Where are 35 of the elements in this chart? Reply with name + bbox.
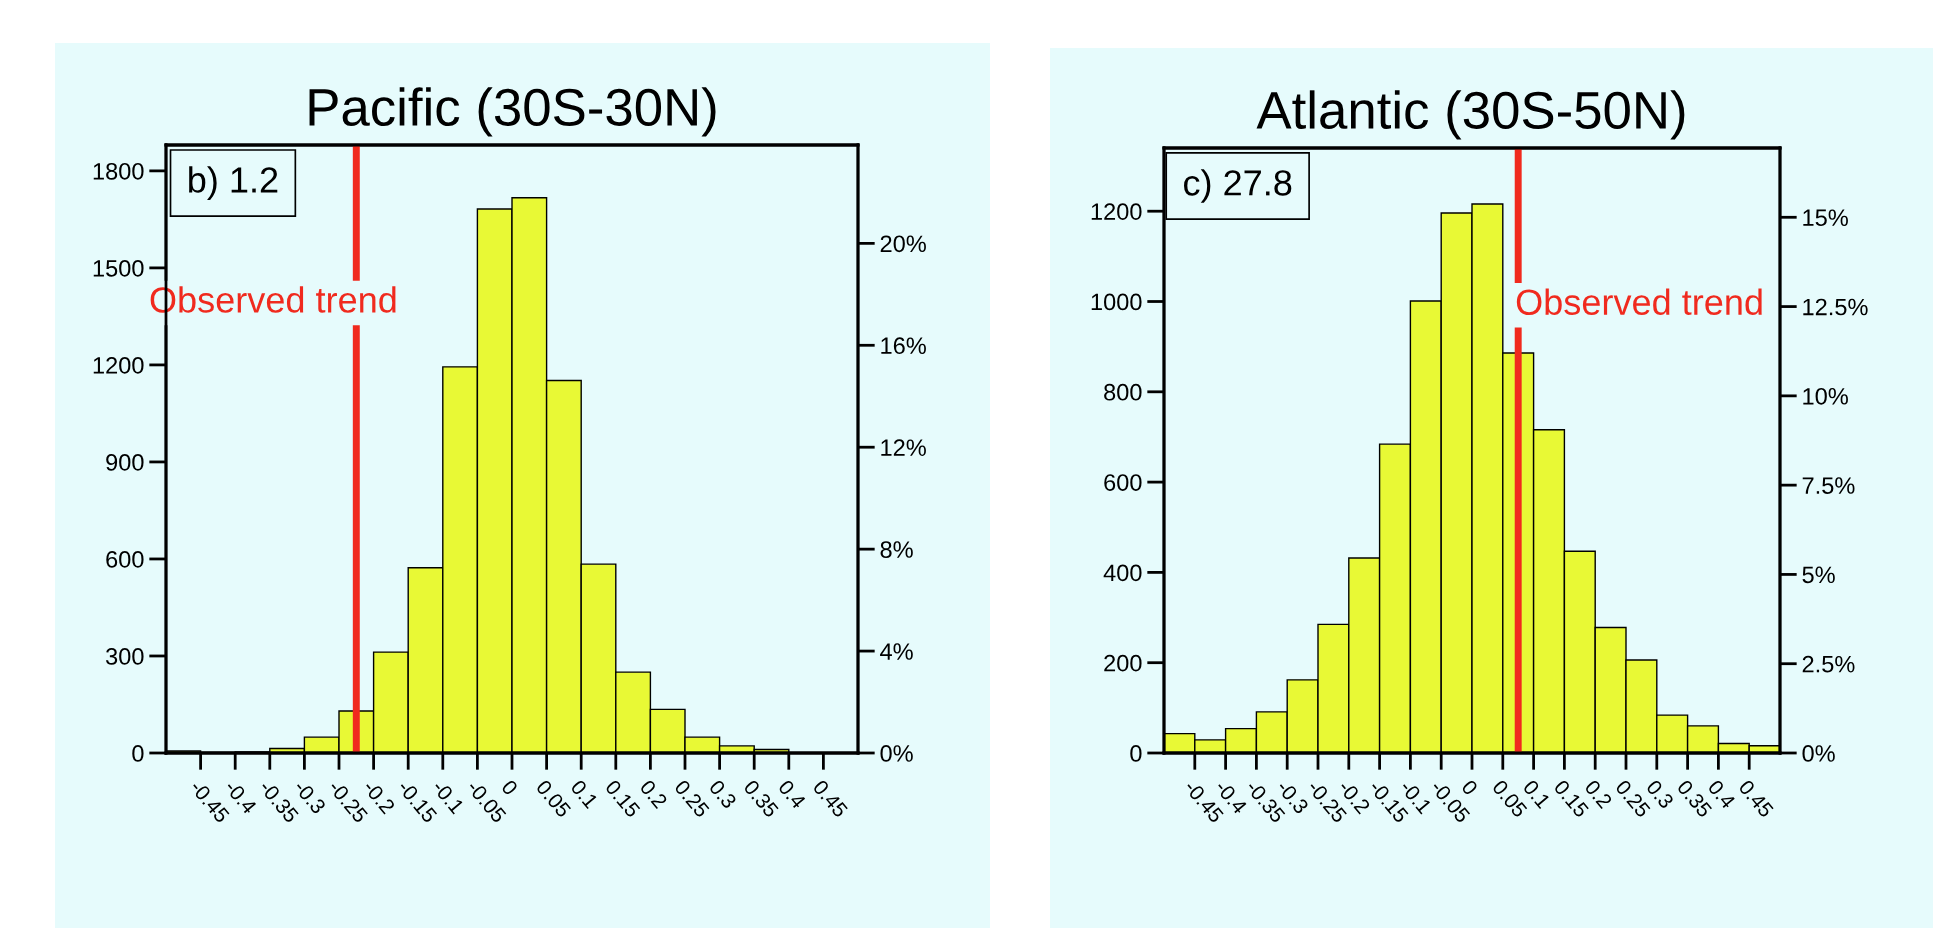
x-tick-label: 0.2 — [639, 778, 668, 810]
y-tick-label: 300 — [105, 648, 144, 665]
y-tick-label: 0 — [132, 745, 144, 762]
y-tick-label: 1200 — [1091, 203, 1142, 220]
y2-tick-label: 10% — [1803, 387, 1848, 405]
y2-tick-label: 5% — [1802, 566, 1835, 584]
y-tick-label: 400 — [1103, 564, 1142, 582]
annotation: c) 27.8 — [1184, 169, 1292, 203]
x-tick-label: 0.3 — [708, 778, 738, 810]
y-tick-label: 1500 — [93, 259, 144, 277]
y-tick-label: 600 — [106, 551, 144, 568]
y2-tick-label: 12.5% — [1803, 298, 1868, 316]
chart-title: Atlantic (30S-50N) — [1256, 90, 1685, 140]
y-tick-label: 800 — [1104, 383, 1142, 401]
y-tick-label: 0 — [1130, 745, 1142, 762]
y2-tick-label: 7.5% — [1802, 477, 1855, 494]
ref-line-label: Observed trend — [1516, 288, 1762, 315]
y2-tick-label: 2.5% — [1802, 655, 1855, 673]
y2-tick-label: 0% — [1802, 745, 1835, 762]
y-tick-label: 900 — [106, 454, 144, 471]
y2-tick-label: 20% — [880, 235, 926, 253]
y2-tick-label: 8% — [880, 541, 913, 558]
y-tick-label: 600 — [1104, 474, 1142, 491]
chart-title: Pacific (30S-30N) — [309, 87, 716, 137]
y2-tick-label: 0% — [880, 745, 913, 762]
y2-tick-label: 12% — [881, 439, 926, 456]
y-tick-label: 200 — [1104, 654, 1142, 672]
y2-tick-label: 4% — [880, 643, 913, 660]
y-tick-label: 1200 — [93, 356, 144, 374]
y2-tick-label: 15% — [1803, 209, 1848, 227]
y2-tick-label: 16% — [881, 337, 926, 355]
annotation: b) 1.2 — [189, 166, 278, 200]
y-tick-label: 1000 — [1091, 293, 1142, 311]
y-tick-label: 1800 — [93, 162, 144, 180]
x-tick-label: 0.1 — [570, 778, 599, 810]
